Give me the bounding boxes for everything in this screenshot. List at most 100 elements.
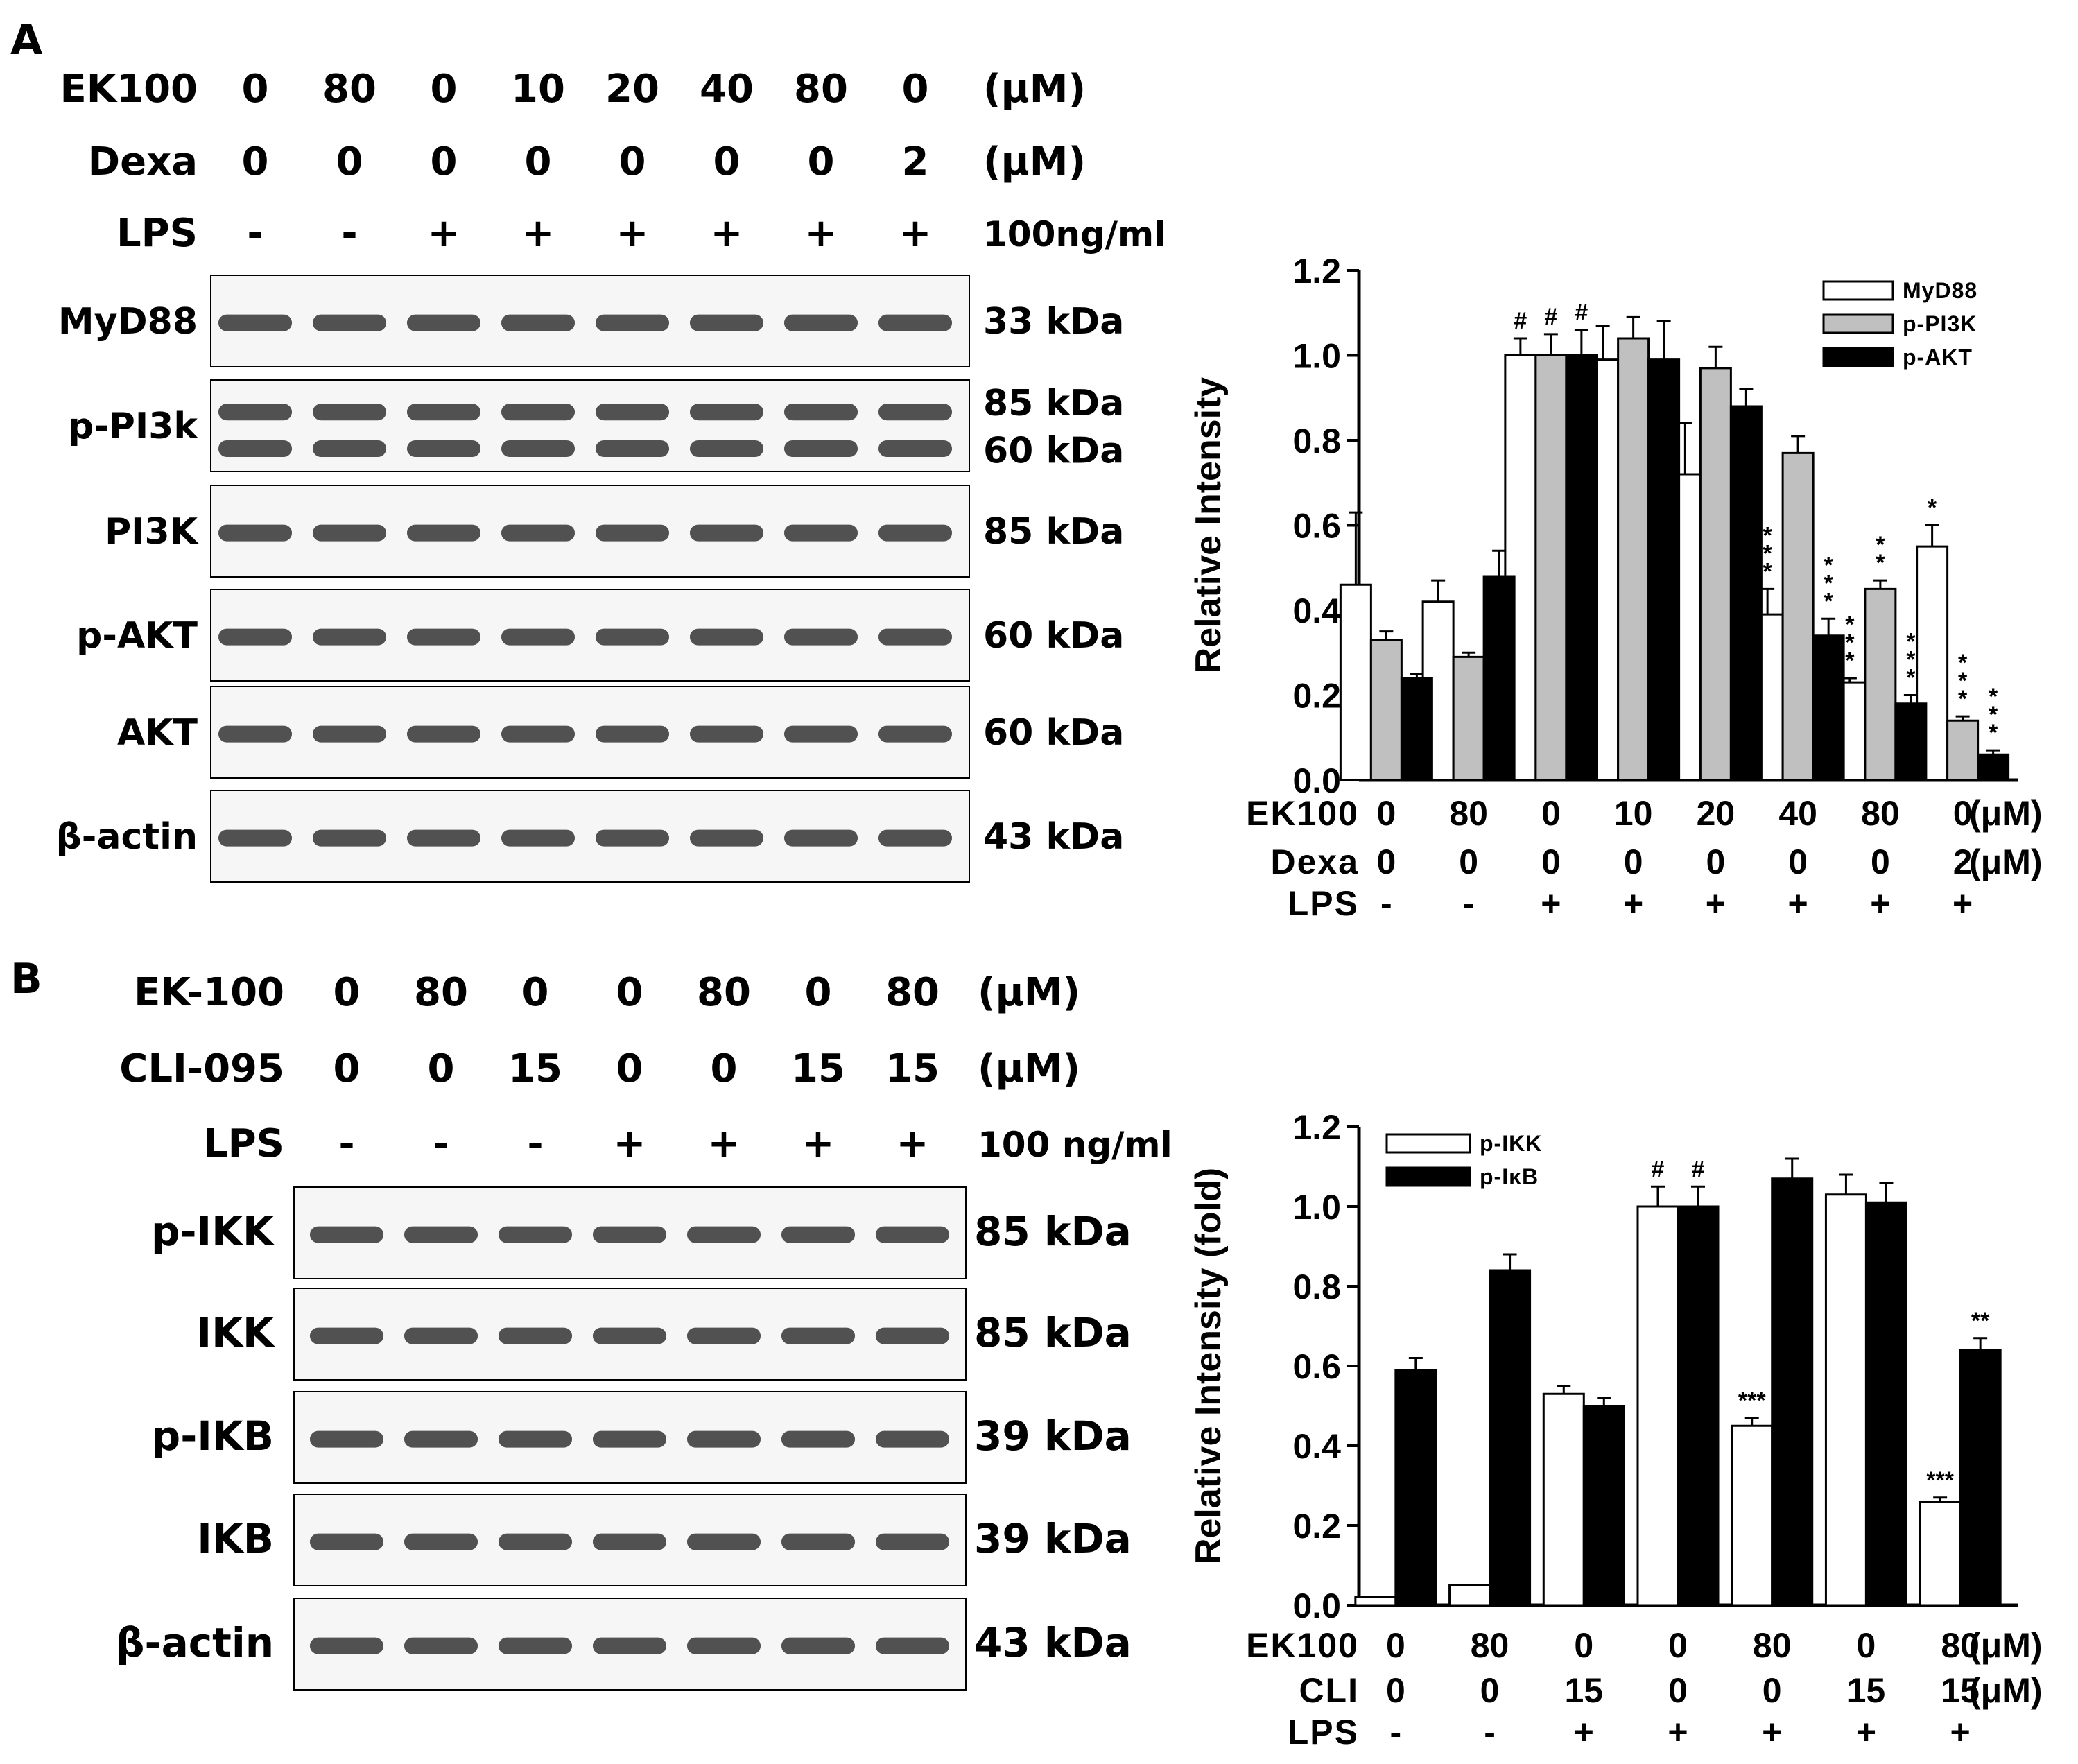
protein-band: [595, 829, 670, 847]
y-tick-label: 1.2: [1292, 252, 1341, 291]
legend-label: p-IκB: [1480, 1164, 1539, 1189]
protein-band: [498, 1637, 573, 1654]
condition-value: 80: [885, 970, 940, 1015]
protein-band: [686, 1533, 761, 1550]
condition-unit: (μM): [978, 970, 1080, 1015]
condition-row-name: LPS: [203, 1121, 284, 1166]
band-size: 39 kDa: [974, 1412, 1132, 1460]
protein-band: [404, 1637, 478, 1654]
band-size: 43 kDa: [974, 1619, 1132, 1666]
protein-band: [689, 725, 764, 743]
condition-value: +: [802, 1121, 835, 1166]
significance-mark: *: [1824, 570, 1834, 596]
legend-swatch: [1822, 347, 1894, 368]
protein-band: [218, 829, 293, 847]
protein-band: [218, 725, 293, 743]
condition-value: +: [1950, 1713, 1971, 1752]
condition-row-name: CLI: [1299, 1671, 1359, 1710]
protein-band: [783, 628, 858, 646]
condition-value: 0: [616, 970, 643, 1015]
band-size: 60 kDa: [983, 431, 1124, 472]
condition-value: 80: [1753, 1626, 1792, 1665]
condition-value: -: [1463, 884, 1475, 923]
protein-band: [312, 829, 387, 847]
significance-mark: ***: [1738, 1387, 1766, 1414]
protein-band: [498, 1327, 573, 1344]
protein-band: [218, 404, 293, 421]
y-tick-label: 0.6: [1292, 1347, 1341, 1386]
condition-value: 0: [619, 139, 646, 184]
condition-value: 0: [1857, 1626, 1876, 1665]
y-tick-label: 1.2: [1292, 1108, 1341, 1147]
condition-value: 80: [1941, 1626, 1980, 1665]
protein-band: [783, 725, 858, 743]
y-tick-label: 0.4: [1292, 1427, 1341, 1466]
condition-value: -: [433, 1121, 449, 1166]
protein-band: [309, 1226, 384, 1243]
bar-p-PI3K: [1617, 337, 1650, 781]
significance-mark: #: [1652, 1156, 1665, 1182]
protein-band: [309, 1430, 384, 1448]
y-tick-label: 0.0: [1292, 761, 1341, 800]
condition-value: +: [1706, 884, 1726, 923]
protein-band: [878, 725, 953, 743]
panel-letter: A: [10, 16, 43, 64]
legend-swatch: [1822, 280, 1894, 301]
legend-label: p-AKT: [1903, 345, 1973, 370]
condition-row-name: LPS: [1288, 1713, 1359, 1752]
significance-mark: ***: [1926, 1467, 1954, 1494]
y-tick-label: 0.8: [1292, 1268, 1341, 1306]
protein-band: [218, 628, 293, 646]
band-label: IKK: [197, 1309, 276, 1356]
condition-value: 0: [805, 970, 832, 1015]
significance-mark: *: [1989, 720, 1998, 746]
protein-band: [404, 1327, 478, 1344]
protein-band: [501, 829, 575, 847]
condition-value: 15: [791, 1046, 845, 1091]
condition-value: 0: [1624, 842, 1643, 881]
condition-value: 15: [508, 1046, 562, 1091]
protein-band: [592, 1327, 667, 1344]
condition-value: 80: [322, 67, 376, 112]
protein-band: [689, 628, 764, 646]
significance-mark: *: [1958, 668, 1968, 694]
condition-row-name: CLI-095: [119, 1046, 284, 1091]
condition-value: 80: [1449, 794, 1488, 833]
condition-row-name: EK100: [1246, 794, 1359, 833]
bar-p-AKT: [1977, 753, 2010, 781]
condition-unit: 100ng/ml: [983, 214, 1166, 254]
y-tick-label: 0.2: [1292, 677, 1341, 716]
bar-p-IKK: [1824, 1193, 1867, 1607]
bar-p-PI3K: [1534, 354, 1568, 781]
condition-value: +: [1541, 884, 1561, 923]
y-tick-label: 0.0: [1292, 1586, 1341, 1625]
protein-band: [501, 524, 575, 542]
protein-band: [406, 440, 481, 457]
condition-value: 0: [334, 970, 361, 1015]
y-tick-label: 1.0: [1292, 1188, 1341, 1227]
protein-band: [595, 404, 670, 421]
chart-a: 0.0 0.2 0.4 0.6 0.8 1.0 1.2 Relative Intensity #…: [1188, 252, 2043, 923]
condition-value: 0: [431, 67, 458, 112]
significance-mark: *: [1876, 550, 1885, 576]
y-axis-label: Relative Intensity (fold): [1188, 1168, 1229, 1564]
condition-value: +: [1574, 1713, 1594, 1752]
condition-value: +: [899, 211, 932, 256]
condition-value: 0: [1706, 842, 1725, 881]
protein-band: [875, 1226, 950, 1243]
protein-band: [592, 1430, 667, 1448]
y-tick-label: 0.2: [1292, 1507, 1341, 1546]
protein-band: [878, 524, 953, 542]
condition-value: 0: [1480, 1671, 1500, 1710]
condition-value: 80: [794, 67, 848, 112]
band-label: PI3K: [105, 511, 199, 553]
condition-value: 0: [242, 139, 269, 184]
condition-value: +: [1870, 884, 1890, 923]
protein-band: [595, 628, 670, 646]
condition-row-name: EK100: [60, 67, 198, 112]
bar-p-PI3K: [1452, 655, 1485, 781]
significance-mark: #: [1514, 308, 1527, 334]
condition-row-name: Dexa: [88, 139, 198, 184]
protein-band: [406, 404, 481, 421]
significance-mark: *: [1989, 684, 1998, 710]
